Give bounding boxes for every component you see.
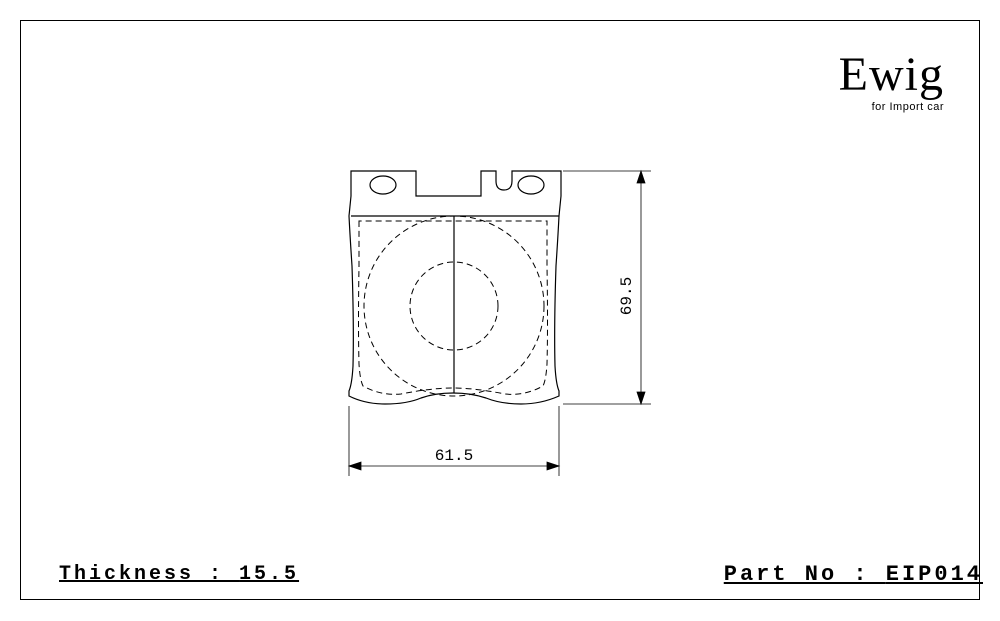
thickness-prefix: Thickness : bbox=[59, 563, 239, 586]
thickness-value: 15.5 bbox=[239, 563, 299, 586]
logo-main-text: Ewig bbox=[839, 51, 944, 99]
partno-value: EIP014 bbox=[886, 562, 983, 587]
partno-prefix: Part No : bbox=[724, 562, 886, 587]
brake-pad-svg: 69.5 61.5 bbox=[341, 166, 741, 536]
brand-logo: Ewig for Import car bbox=[839, 51, 944, 113]
logo-sub-text: for Import car bbox=[839, 101, 944, 113]
dimension-width-label: 61.5 bbox=[435, 447, 473, 465]
dimension-height-label: 69.5 bbox=[618, 277, 636, 315]
drawing-frame: Ewig for Import car bbox=[20, 20, 980, 600]
part-number-label: Part No : EIP014 bbox=[724, 562, 983, 587]
thickness-label: Thickness : 15.5 bbox=[59, 563, 299, 586]
footer-labels: Thickness : 15.5 Part No : EIP014 bbox=[41, 559, 1000, 599]
technical-drawing: 69.5 61.5 bbox=[341, 166, 741, 516]
